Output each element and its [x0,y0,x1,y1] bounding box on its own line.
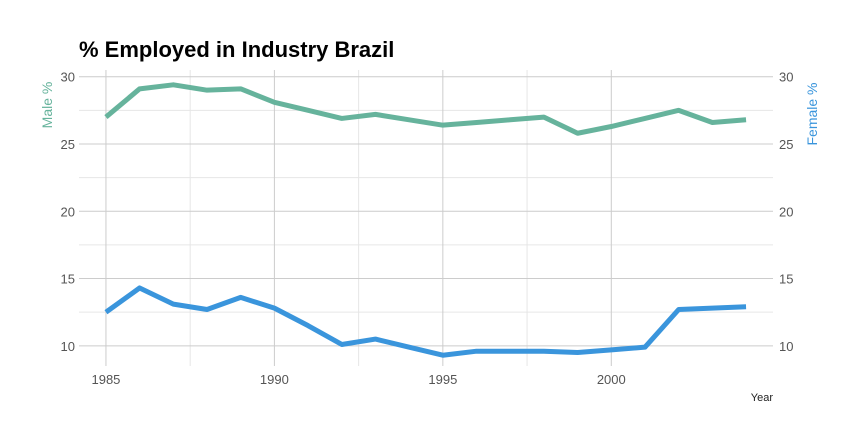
y-left-tick-label: 20 [61,204,75,219]
y-right-tick-label: 15 [779,272,793,287]
female-series-line [104,285,747,358]
x-tick-label: 1990 [260,372,289,387]
x-tick-label: 2000 [597,372,626,387]
y-right-tick-label: 25 [779,137,793,152]
male-series-line [104,82,747,136]
chart-title: % Employed in Industry Brazil [79,37,394,62]
y-left-tick-label: 30 [61,70,75,85]
grid [79,70,773,366]
tick-labels: 1985 1990 1995 2000 10 10 15 15 20 20 25 25 30 30 [61,70,794,387]
y-right-tick-label: 20 [779,204,793,219]
x-tick-label: 1985 [91,372,120,387]
y-right-tick-label: 30 [779,70,793,85]
series-lines [104,82,747,358]
x-axis-title: Year [751,392,774,404]
y-left-tick-label: 15 [61,272,75,287]
y-left-tick-label: 10 [61,339,75,354]
y-axis-right-title: Female % [804,82,820,145]
y-axis-left-title: Male % [39,82,55,129]
y-right-tick-label: 10 [779,339,793,354]
x-tick-label: 1995 [428,372,457,387]
y-left-tick-label: 25 [61,137,75,152]
